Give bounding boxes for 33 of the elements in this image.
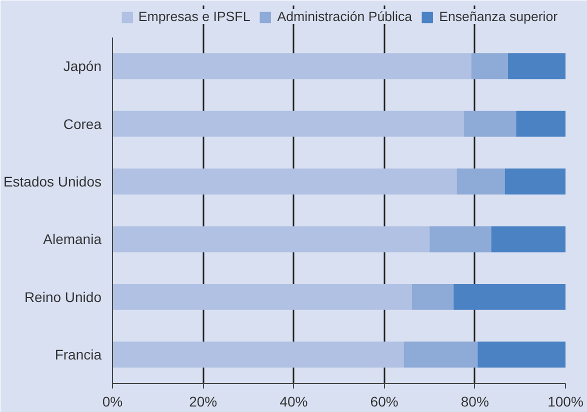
legend-label: Enseñanza superior bbox=[439, 9, 558, 24]
y-tick-label: Francia bbox=[54, 346, 102, 363]
x-tick-label: 40% bbox=[280, 394, 308, 410]
bar bbox=[112, 342, 404, 368]
legend-label: Empresas e IPSFL bbox=[138, 9, 250, 24]
bar bbox=[112, 284, 412, 310]
bar bbox=[112, 226, 430, 252]
y-tick-label: Corea bbox=[63, 116, 102, 132]
bar bbox=[516, 110, 566, 137]
x-tick-label: 100% bbox=[548, 394, 584, 410]
bar bbox=[412, 284, 454, 310]
legend-label: Administración Pública bbox=[277, 9, 412, 24]
x-tick-label: 0% bbox=[102, 394, 123, 410]
bar bbox=[491, 226, 566, 252]
y-tick-label: Reino Unido bbox=[24, 288, 102, 305]
bar bbox=[504, 168, 566, 194]
y-tick-label: Alemania bbox=[43, 231, 102, 248]
x-tick-label: 20% bbox=[189, 394, 218, 410]
bar bbox=[112, 110, 464, 137]
x-tick-label: 80% bbox=[460, 394, 489, 410]
bar bbox=[112, 53, 472, 80]
y-tick-label: Estados Unidos bbox=[3, 174, 102, 190]
bar bbox=[112, 168, 457, 194]
bar bbox=[430, 226, 492, 252]
bar bbox=[478, 342, 566, 368]
bar bbox=[464, 110, 516, 137]
bar bbox=[404, 342, 478, 368]
bar bbox=[471, 53, 508, 80]
bar bbox=[456, 168, 505, 194]
bar bbox=[508, 53, 566, 80]
x-tick-label: 60% bbox=[370, 394, 398, 410]
y-tick-label: Japón bbox=[63, 58, 102, 74]
bar bbox=[454, 284, 566, 310]
